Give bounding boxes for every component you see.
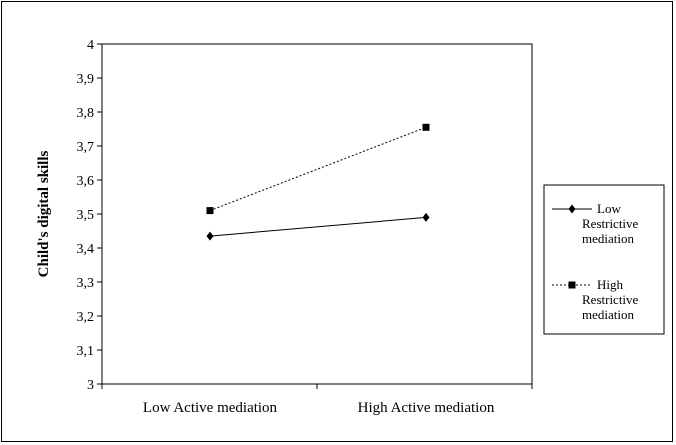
legend-label-0: Low: [597, 201, 621, 216]
series-line-0: [209, 216, 427, 237]
legend-marker-1: [568, 281, 576, 289]
data-point-1-0: [206, 207, 214, 215]
data-point-1-1: [422, 123, 430, 131]
y-tick-label: 3,1: [77, 344, 95, 359]
data-point-0-1: [422, 212, 430, 222]
y-tick-label: 3,6: [77, 174, 95, 189]
legend-marker-0: [568, 204, 576, 214]
legend-label-1: High: [597, 277, 624, 292]
y-tick-label: 3,5: [77, 208, 95, 223]
y-tick-label: 4: [87, 38, 94, 53]
y-tick-label: 3,7: [77, 140, 95, 155]
data-point-0-0: [206, 231, 214, 241]
x-tick-label: Low Active mediation: [143, 400, 278, 416]
y-tick-label: 3: [87, 378, 94, 393]
y-tick-label: 3,4: [77, 242, 95, 257]
y-tick-label: 3,8: [77, 106, 95, 121]
legend-box: [543, 184, 665, 335]
y-tick-label: 3,3: [77, 276, 95, 291]
y-tick-label: 3,2: [77, 310, 95, 325]
plot-area: [101, 43, 533, 385]
legend-label-1: mediation: [582, 307, 634, 322]
legend-label-0: mediation: [582, 231, 634, 246]
legend-label-1: Restrictive: [582, 292, 639, 307]
x-tick-label: High Active mediation: [358, 400, 495, 416]
series-line-1: [209, 126, 427, 212]
legend-label-0: Restrictive: [582, 216, 639, 231]
y-axis-label: Child's digital skills: [36, 150, 52, 277]
y-tick-label: 3,9: [77, 72, 95, 87]
